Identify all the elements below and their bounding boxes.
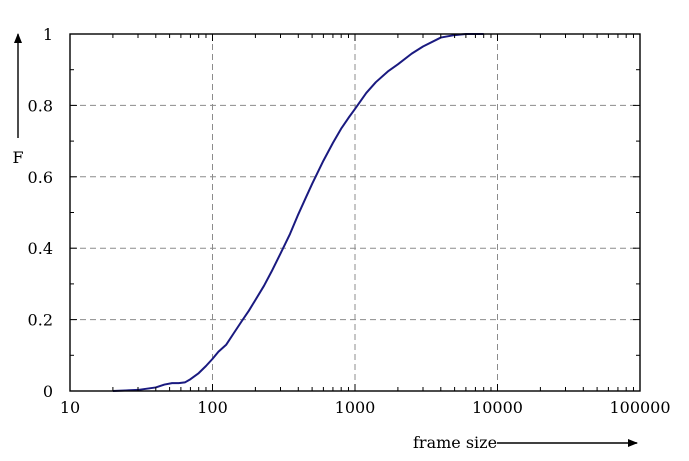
grid-lines [70,34,640,391]
tick-marks [69,33,641,392]
x-tick-label: 1000 [335,398,376,417]
y-tick-label: 0.2 [28,311,53,330]
series-layer [112,33,484,392]
y-axis-label: F [12,148,23,167]
y-tick-label: 0.6 [28,168,53,187]
tick-labels: 10 100 1000 10000 100000 0 0.2 0.4 0.6 0.8 1 [28,25,671,417]
x-axis-label: frame size [413,433,497,452]
y-tick-label: 1 [43,25,53,44]
series-line [112,33,484,392]
x-tick-label: 100 [197,398,228,417]
y-tick-label: 0.8 [28,96,53,115]
x-tick-label: 10 [60,398,80,417]
x-tick-label: 10000 [472,398,523,417]
y-tick-label: 0 [43,382,53,401]
y-tick-label: 0.4 [28,239,53,258]
x-tick-label: 100000 [609,398,670,417]
